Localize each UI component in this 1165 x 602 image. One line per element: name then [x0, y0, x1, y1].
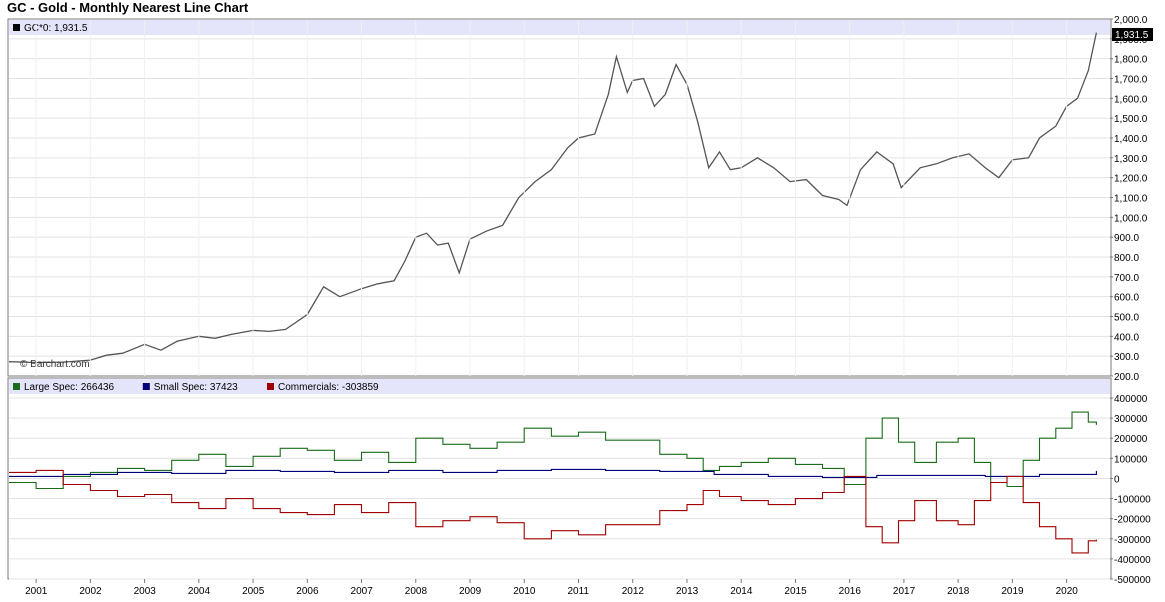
- x-tick-label: 2015: [784, 586, 807, 597]
- upper-y-tick-label: 1,300.0: [1114, 154, 1148, 165]
- upper-y-tick-label: 800.0: [1114, 253, 1139, 264]
- lower-y-tick-label: 100000: [1114, 454, 1148, 465]
- x-tick-label: 2018: [947, 586, 970, 597]
- x-tick-label: 2017: [893, 586, 916, 597]
- gold-price-line: [8, 32, 1098, 364]
- upper-y-tick-label: 300.0: [1114, 352, 1139, 363]
- upper-y-axis: 2,000.01,900.01,800.01,700.01,600.01,500…: [1110, 15, 1148, 383]
- upper-y-tick-label: 500.0: [1114, 313, 1139, 324]
- lower-y-tick-label: -400000: [1114, 555, 1151, 566]
- x-tick-label: 2016: [839, 586, 862, 597]
- x-tick-label: 2002: [79, 586, 102, 597]
- lower-legend-bar: [9, 379, 1110, 394]
- upper-y-tick-label: 400.0: [1114, 332, 1139, 343]
- x-tick-label: 2014: [730, 586, 753, 597]
- upper-legend-bar: [9, 20, 1110, 35]
- lower-y-tick-label: -200000: [1114, 515, 1151, 526]
- lower-y-tick-label: -500000: [1114, 575, 1151, 586]
- series-line-2: [9, 469, 1097, 554]
- x-tick-label: 2005: [242, 586, 265, 597]
- lower-y-tick-label: 400000: [1114, 394, 1148, 405]
- x-tick-label: 2012: [622, 586, 645, 597]
- upper-y-tick-label: 1,700.0: [1114, 75, 1148, 86]
- x-tick-label: 2010: [513, 586, 536, 597]
- x-tick-label: 2009: [459, 586, 482, 597]
- x-tick-label: 2020: [1056, 586, 1079, 597]
- upper-y-tick-label: 1,200.0: [1114, 174, 1148, 185]
- last-value-box: [1112, 28, 1153, 41]
- upper-legend-label: GC*0: 1,931.5: [24, 23, 88, 34]
- lower-y-tick-label: 300000: [1114, 414, 1148, 425]
- cot-series-lines: [9, 411, 1097, 554]
- lower-y-axis: 400000 300000 200000 100000 0 -100000 -200000 -…: [1110, 394, 1151, 586]
- lower-y-tick-label: -300000: [1114, 535, 1151, 546]
- upper-y-tick-label: 1,000.0: [1114, 213, 1148, 224]
- x-tick-label: 2011: [567, 586, 589, 597]
- x-tick-label: 2013: [676, 586, 699, 597]
- upper-y-tick-label: 700.0: [1114, 273, 1139, 284]
- upper-legend-swatch: [13, 24, 20, 31]
- watermark: © Barchart.com: [20, 359, 90, 370]
- legend-swatch-2: [267, 383, 274, 390]
- chart-title: GC - Gold - Monthly Nearest Line Chart: [7, 0, 249, 15]
- upper-y-tick-label: 600.0: [1114, 293, 1139, 304]
- x-axis: 2001 2002 2003 2004 2005 2006 2007 2008 2009 2010…: [25, 20, 1078, 597]
- upper-y-tick-label: 1,600.0: [1114, 94, 1148, 105]
- lower-gridlines: [9, 397, 1110, 580]
- upper-y-tick-label: 1,800.0: [1114, 55, 1148, 66]
- legend-label-0: Large Spec: 266436: [24, 382, 115, 393]
- x-tick-label: 2019: [1001, 586, 1024, 597]
- x-tick-label: 2006: [296, 586, 319, 597]
- x-tick-label: 2008: [405, 586, 428, 597]
- upper-y-tick-label: 2,000.0: [1114, 15, 1148, 26]
- upper-y-tick-label: 1,500.0: [1114, 114, 1148, 125]
- lower-y-tick-label: -100000: [1114, 495, 1151, 506]
- x-tick-label: 2007: [351, 586, 374, 597]
- x-tick-label: 2004: [188, 586, 211, 597]
- lower-legend: Large Spec: 266436 Small Spec: 37423 Comme…: [13, 382, 379, 393]
- lower-y-tick-label: 200000: [1114, 434, 1148, 445]
- lower-y-tick-label: 0: [1114, 474, 1120, 485]
- upper-y-tick-label: 1,400.0: [1114, 134, 1148, 145]
- x-tick-label: 2003: [134, 586, 157, 597]
- x-tick-label: 2001: [25, 586, 48, 597]
- legend-swatch-1: [142, 383, 150, 390]
- upper-y-tick-label: 200.0: [1114, 372, 1139, 383]
- last-value-label: 1,931.5: [1115, 30, 1149, 41]
- legend-swatch-0: [13, 383, 20, 390]
- series-line-0: [9, 411, 1097, 490]
- legend-label-2: Commercials: -303859: [278, 382, 379, 393]
- legend-label-1: Small Spec: 37423: [154, 382, 238, 393]
- series-line-1: [9, 468, 1097, 478]
- upper-y-tick-label: 900.0: [1114, 233, 1139, 244]
- upper-y-tick-label: 1,100.0: [1114, 194, 1148, 205]
